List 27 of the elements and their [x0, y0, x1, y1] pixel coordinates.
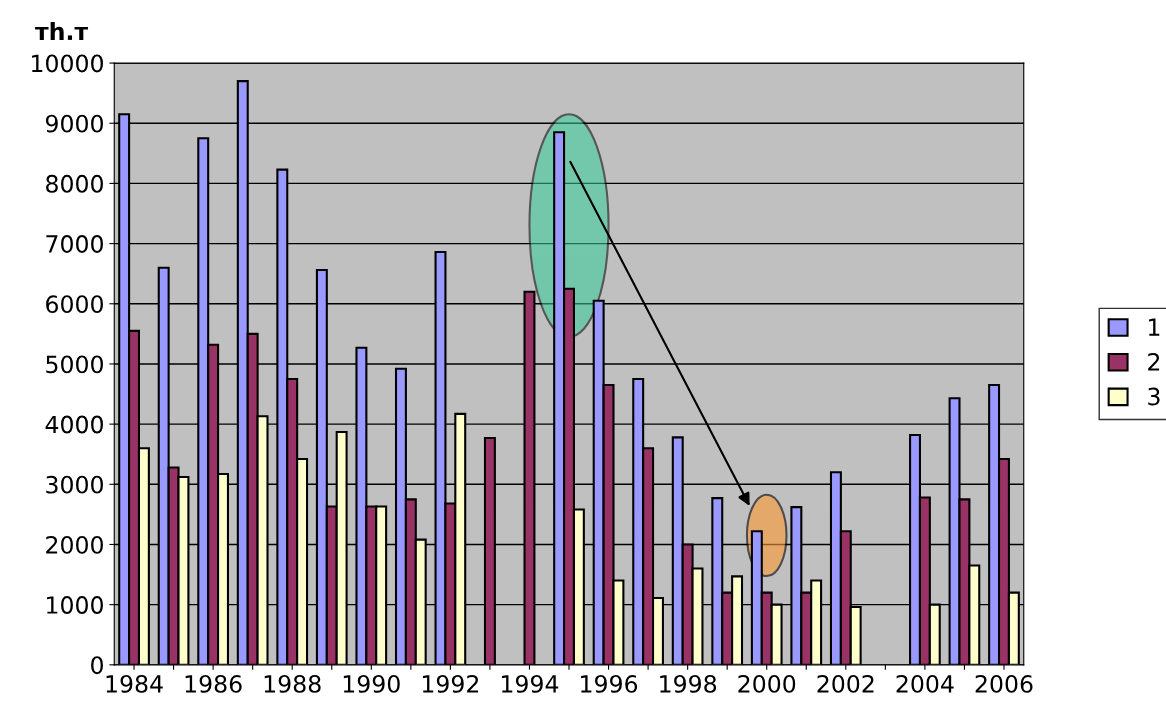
x-tick-label: 1990: [343, 674, 400, 693]
x-tick-label: 1994: [502, 674, 559, 693]
legend-label: 2: [1148, 352, 1160, 371]
y-tick-label: 4000: [45, 415, 103, 434]
y-tick-label: 0: [91, 656, 103, 675]
y-tick-label: 6000: [46, 295, 103, 314]
y-tick-label: 3000: [46, 475, 103, 494]
x-tick-label: 1998: [660, 674, 717, 693]
y-tick-label: 2000: [46, 535, 103, 554]
x-tick-label: 2004: [896, 674, 954, 693]
legend-label: 1: [1149, 318, 1160, 336]
y-tick-label: 1000: [47, 596, 103, 614]
legend-label: 3: [1148, 387, 1160, 406]
y-tick-label: 5000: [46, 355, 103, 374]
x-tick-label: 1984: [106, 674, 163, 693]
x-tick-label: 1988: [264, 674, 321, 693]
y-tick-label: 9000: [45, 114, 103, 133]
x-tick-label: 2006: [975, 674, 1033, 693]
x-tick-label: 1996: [581, 674, 638, 693]
x-tick-label: 2002: [817, 674, 874, 693]
x-tick-label: 1992: [422, 674, 479, 693]
x-tick-label: 1986: [185, 674, 242, 693]
y-axis-title: тh.т: [35, 21, 89, 40]
y-tick-label: 10000: [32, 54, 103, 73]
x-tick-label: 2000: [738, 674, 796, 693]
y-tick-label: 8000: [46, 174, 103, 193]
y-tick-label: 7000: [46, 235, 103, 253]
